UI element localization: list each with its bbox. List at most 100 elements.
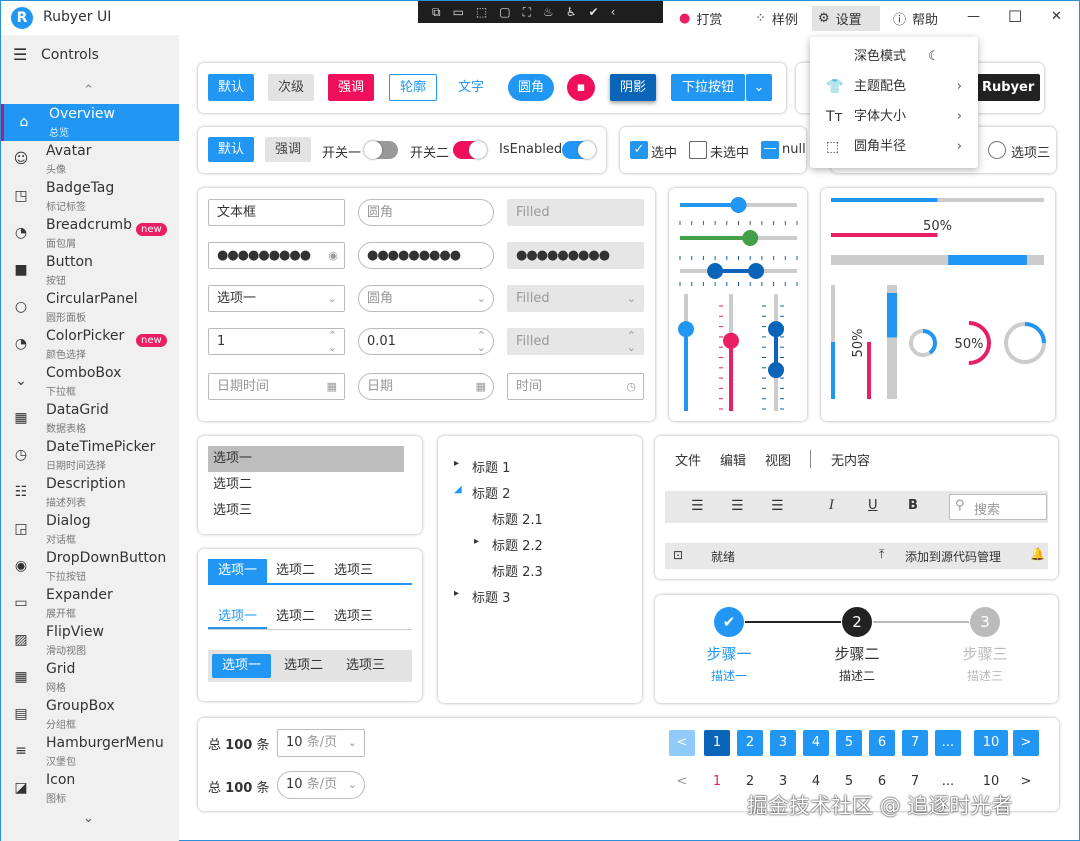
sidebar-item-grid[interactable]: ▦ Grid 网格 xyxy=(1,659,179,696)
range-thumb[interactable] xyxy=(748,263,765,279)
hamburger-icon[interactable]: ☰ xyxy=(13,45,28,64)
scroll-down-icon[interactable]: ⌄ xyxy=(83,811,94,826)
collapsed-arrow-icon[interactable]: ▸ xyxy=(474,536,480,547)
menu-item[interactable]: 视图 xyxy=(765,454,792,469)
icon-button[interactable]: ▪ xyxy=(567,74,595,101)
chevron-down-icon[interactable]: ⌄ xyxy=(746,74,772,101)
numeric-input[interactable]: 1 ⌃ ⌄ xyxy=(208,328,345,355)
page-link[interactable]: 5 xyxy=(844,774,854,789)
page-button[interactable]: 10 xyxy=(974,730,1008,756)
page-link[interactable]: 6 xyxy=(877,774,887,789)
add-source-control-link[interactable]: 添加到源代码管理 xyxy=(905,550,1002,564)
debug-tool-icon[interactable]: ♿ xyxy=(565,5,577,19)
tree-item[interactable]: 标题 2.2 xyxy=(492,539,543,554)
default-toggle-button[interactable]: 默认 xyxy=(208,137,255,162)
listbox-item[interactable]: 选项三 xyxy=(213,503,253,518)
tab-2[interactable]: 选项二 xyxy=(276,563,316,578)
page-link[interactable]: < xyxy=(676,774,688,789)
page-button[interactable]: < xyxy=(669,730,695,756)
menu-item-dark-mode[interactable]: 深色模式 ☾ xyxy=(810,42,978,72)
tab-3[interactable]: 选项三 xyxy=(334,609,374,624)
listbox-item[interactable]: 选项二 xyxy=(213,477,253,492)
accent-button[interactable]: 强调 xyxy=(328,74,375,101)
align-right-icon[interactable]: ☰ xyxy=(771,498,784,514)
page-button[interactable]: > xyxy=(1013,730,1039,756)
menu-item-corner-radius[interactable]: ⬚ 圆角半径 › xyxy=(810,132,978,162)
tab-2[interactable]: 选项二 xyxy=(284,658,324,673)
time-picker[interactable]: 时间 ◷ xyxy=(507,373,644,400)
terminal-icon[interactable]: ⊡ xyxy=(673,548,684,562)
page-link[interactable]: 7 xyxy=(910,774,920,789)
slider-thumb[interactable] xyxy=(730,197,747,213)
page-link[interactable]: ... xyxy=(941,774,955,789)
filled-combo-box[interactable]: Filled ⌄ xyxy=(507,285,644,312)
page-link[interactable]: 3 xyxy=(778,774,788,789)
debug-tool-icon[interactable]: ♨ xyxy=(543,5,554,19)
range-thumb[interactable] xyxy=(707,263,724,279)
sidebar-item-button[interactable]: ■ Button 按钮 xyxy=(1,252,179,289)
sliders[interactable] xyxy=(669,188,807,421)
reward-button[interactable]: ● 打赏 xyxy=(679,11,723,28)
page-button[interactable]: 4 xyxy=(803,730,829,756)
collapsed-arrow-icon[interactable]: ▸ xyxy=(454,458,460,469)
tree-item[interactable]: 标题 2.1 xyxy=(492,513,543,528)
collapsed-arrow-icon[interactable]: ▸ xyxy=(454,588,460,599)
close-button[interactable]: ✕ xyxy=(1051,9,1062,24)
maximize-button[interactable]: ☐ xyxy=(1008,7,1023,26)
debug-tool-icon[interactable]: ⬚ xyxy=(475,5,488,19)
help-button[interactable]: ⓘ 帮助 xyxy=(887,6,944,31)
switch3-toggle[interactable] xyxy=(562,141,596,159)
checkbox-null[interactable]: — xyxy=(761,141,779,159)
tab-3[interactable]: 选项三 xyxy=(334,563,374,578)
scroll-up-icon[interactable]: ⌃ xyxy=(83,83,94,98)
vrange-thumb[interactable] xyxy=(768,321,784,338)
page-link[interactable]: 1 xyxy=(712,774,722,789)
debug-tool-icon[interactable]: ✔ xyxy=(588,5,599,19)
sidebar-item-groupbox[interactable]: ▤ GroupBox 分组框 xyxy=(1,696,179,733)
filled-password-input[interactable]: ●●●●●●●●● xyxy=(507,242,644,269)
page-link[interactable]: 10 xyxy=(982,774,1000,789)
page-link[interactable]: > xyxy=(1020,774,1032,789)
clock-icon[interactable]: ◷ xyxy=(626,380,636,393)
round-numeric-input[interactable]: 0.01 ⌃ ⌄ xyxy=(358,328,494,355)
sidebar-item-avatar[interactable]: ☺ Avatar 头像 xyxy=(1,141,179,178)
vslider-thumb[interactable] xyxy=(678,321,694,338)
outline-button[interactable]: 轮廓 xyxy=(389,74,438,101)
dropdown-button[interactable]: 下拉按钮 xyxy=(671,74,745,101)
radio-option3[interactable] xyxy=(988,141,1006,159)
align-left-icon[interactable]: ☰ xyxy=(691,498,704,514)
page-link[interactable]: 2 xyxy=(745,774,755,789)
switch2-toggle[interactable] xyxy=(453,141,487,159)
combo-box[interactable]: 选项一 ⌄ xyxy=(208,285,345,312)
sidebar-item-expander[interactable]: ▭ Expander 展开框 xyxy=(1,585,179,622)
shadow-button[interactable]: 阴影 xyxy=(610,74,657,101)
checkbox-unchecked[interactable] xyxy=(689,141,707,159)
menu-item[interactable]: 编辑 xyxy=(720,454,747,469)
sidebar-item-dialog[interactable]: ◲ Dialog 对话框 xyxy=(1,511,179,548)
settings-button[interactable]: ⚙ 设置 xyxy=(812,6,880,31)
slider-thumb[interactable] xyxy=(742,230,759,246)
listbox-item[interactable]: 选项一 xyxy=(208,446,404,472)
tree-item[interactable]: 标题 3 xyxy=(472,591,511,606)
text-input[interactable]: 文本框 xyxy=(208,199,345,226)
sidebar-item-circularpanel[interactable]: ○ CircularPanel 圆形面板 xyxy=(1,289,179,326)
page-link[interactable]: 4 xyxy=(811,774,821,789)
minimize-button[interactable]: — xyxy=(967,9,980,24)
tree-item[interactable]: 标题 2.3 xyxy=(492,565,543,580)
page-size-select-round[interactable]: 10 条/页 ⌄ xyxy=(277,771,365,799)
italic-icon[interactable]: I xyxy=(829,498,835,513)
accent-toggle-button[interactable]: 强调 xyxy=(265,137,312,162)
sidebar-item-icon[interactable]: ◪ Icon 图标 xyxy=(1,770,179,807)
date-picker[interactable]: 日期 ▦ xyxy=(358,373,494,400)
secondary-button[interactable]: 次级 xyxy=(268,74,315,101)
tab-2[interactable]: 选项二 xyxy=(276,609,316,624)
align-center-icon[interactable]: ☰ xyxy=(731,498,744,514)
expanded-arrow-icon[interactable]: ◢ xyxy=(454,484,462,495)
round-password-input[interactable]: ●●●●●●●●● xyxy=(358,242,494,269)
tab-1[interactable]: 选项一 xyxy=(208,605,268,629)
tab-1[interactable]: 选项一 xyxy=(208,559,268,583)
vslider-thumb[interactable] xyxy=(723,332,739,349)
page-button[interactable]: 1 xyxy=(704,730,730,756)
page-button[interactable]: 3 xyxy=(770,730,796,756)
bell-icon[interactable]: 🔔 xyxy=(1030,547,1045,561)
